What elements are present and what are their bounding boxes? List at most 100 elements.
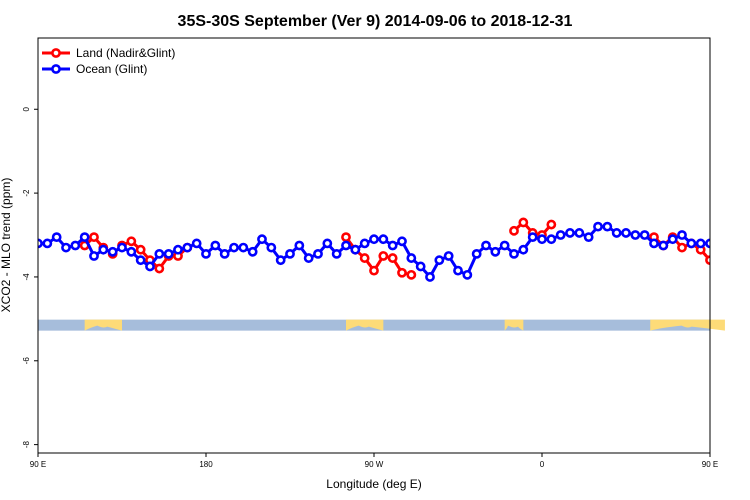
data-point: [89, 232, 99, 243]
data-point: [602, 221, 613, 232]
data-point: [677, 230, 687, 240]
data-point: [107, 246, 118, 257]
data-point: [145, 261, 155, 272]
data-point: [565, 228, 575, 238]
data-point: [322, 238, 333, 249]
x-tick-label: 0: [540, 460, 545, 469]
y-tick-label: -4: [22, 273, 31, 281]
data-point: [285, 248, 295, 259]
x-axis-label: Longitude (deg E): [326, 477, 421, 491]
data-point: [341, 240, 351, 251]
data-point: [658, 240, 669, 251]
data-point: [387, 240, 398, 251]
data-point: [303, 253, 314, 263]
x-tick-label: 90 E: [30, 460, 46, 469]
legend-entry-1: Ocean (Glint): [42, 62, 147, 76]
data-point: [359, 253, 370, 263]
data-point: [621, 228, 631, 238]
data-point: [583, 232, 594, 243]
data-point: [257, 234, 267, 245]
land-band-2: [504, 319, 524, 331]
legend-entry-0: Land (Nadir&Glint): [42, 46, 175, 60]
x-axis: 90 E 180 90 W 0 90 E: [30, 453, 718, 469]
data-point: [191, 238, 202, 249]
y-tick-label: -6: [22, 357, 31, 365]
data-point: [117, 242, 127, 253]
land-band-3: [650, 319, 725, 331]
data-point: [126, 246, 137, 257]
data-point: [98, 244, 109, 255]
data-point: [294, 240, 305, 251]
x-tick-label: 90 E: [702, 460, 718, 469]
data-point: [201, 248, 211, 259]
data-point: [313, 248, 323, 259]
data-point: [518, 217, 529, 228]
data-point: [154, 248, 165, 259]
data-point: [481, 240, 491, 251]
y-axis-label: XCO2 - MLO trend (ppm): [0, 178, 13, 313]
series-group: [38, 217, 741, 282]
legend-swatch-marker: [51, 48, 61, 58]
legend-swatch-marker: [51, 64, 61, 74]
data-point: [61, 242, 71, 253]
data-point: [79, 232, 90, 243]
data-point: [611, 228, 622, 238]
data-point: [686, 238, 697, 249]
data-point: [331, 248, 342, 259]
chart-title: 35S-30S September (Ver 9) 2014-09-06 to …: [178, 13, 573, 30]
series-line-0: [83, 220, 710, 277]
data-point: [425, 272, 435, 282]
legend-label: Land (Nadir&Glint): [76, 46, 175, 60]
data-point: [546, 219, 557, 230]
y-tick-label: 0: [22, 106, 31, 111]
data-point: [219, 248, 230, 259]
data-point: [387, 253, 398, 263]
data-point: [369, 265, 379, 276]
x-tick-label: 180: [199, 460, 213, 469]
data-point: [734, 242, 741, 249]
data-point: [537, 234, 547, 245]
data-point: [238, 242, 249, 253]
data-point: [546, 234, 557, 245]
data-point: [725, 244, 732, 251]
land-band-0: [84, 319, 122, 331]
data-point: [649, 238, 659, 249]
legend-label: Ocean (Glint): [76, 62, 147, 76]
legend: Land (Nadir&Glint) Ocean (Glint): [42, 46, 175, 76]
data-point: [266, 242, 277, 253]
data-point: [490, 246, 501, 257]
data-point: [163, 248, 174, 259]
land-band-1: [346, 319, 384, 331]
data-point: [397, 267, 407, 278]
data-point: [639, 230, 650, 240]
data-point: [705, 238, 710, 249]
data-point: [126, 236, 137, 247]
data-point: [716, 234, 723, 241]
data-point: [369, 234, 379, 245]
data-point: [574, 228, 585, 238]
data-point: [415, 261, 426, 272]
data-point: [397, 236, 407, 247]
data-point: [210, 240, 221, 251]
data-point: [229, 242, 239, 253]
data-point: [350, 244, 361, 255]
data-point: [677, 242, 687, 253]
data-point: [406, 269, 417, 280]
data-point: [593, 221, 603, 232]
surface-type-band: [38, 319, 725, 331]
data-point: [667, 234, 678, 245]
data-point: [406, 253, 417, 263]
data-point: [555, 230, 566, 240]
data-point: [434, 255, 445, 266]
data-point: [462, 269, 473, 280]
data-point: [247, 246, 258, 257]
series-1: [38, 221, 741, 282]
data-point: [154, 263, 165, 274]
data-point: [695, 238, 706, 249]
data-point: [527, 232, 538, 243]
y-tick-label: -2: [22, 189, 31, 197]
data-point: [471, 248, 482, 259]
data-point: [341, 232, 351, 243]
data-point: [378, 251, 389, 261]
